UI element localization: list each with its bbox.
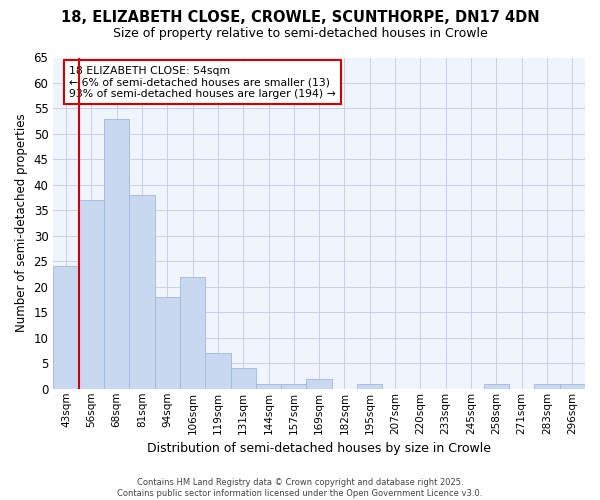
Bar: [129, 195, 155, 389]
Bar: [104, 118, 129, 389]
Text: Size of property relative to semi-detached houses in Crowle: Size of property relative to semi-detach…: [113, 28, 487, 40]
Bar: [79, 200, 104, 389]
Bar: [155, 297, 180, 389]
Bar: [535, 384, 560, 389]
Bar: [560, 384, 585, 389]
Bar: [180, 276, 205, 389]
X-axis label: Distribution of semi-detached houses by size in Crowle: Distribution of semi-detached houses by …: [147, 442, 491, 455]
Text: 18, ELIZABETH CLOSE, CROWLE, SCUNTHORPE, DN17 4DN: 18, ELIZABETH CLOSE, CROWLE, SCUNTHORPE,…: [61, 10, 539, 25]
Bar: [53, 266, 79, 389]
Bar: [357, 384, 382, 389]
Bar: [230, 368, 256, 389]
Bar: [307, 378, 332, 389]
Text: 18 ELIZABETH CLOSE: 54sqm
← 6% of semi-detached houses are smaller (13)
93% of s: 18 ELIZABETH CLOSE: 54sqm ← 6% of semi-d…: [69, 66, 336, 99]
Bar: [281, 384, 307, 389]
Text: Contains HM Land Registry data © Crown copyright and database right 2025.
Contai: Contains HM Land Registry data © Crown c…: [118, 478, 482, 498]
Y-axis label: Number of semi-detached properties: Number of semi-detached properties: [15, 114, 28, 332]
Bar: [205, 353, 230, 389]
Bar: [484, 384, 509, 389]
Bar: [256, 384, 281, 389]
